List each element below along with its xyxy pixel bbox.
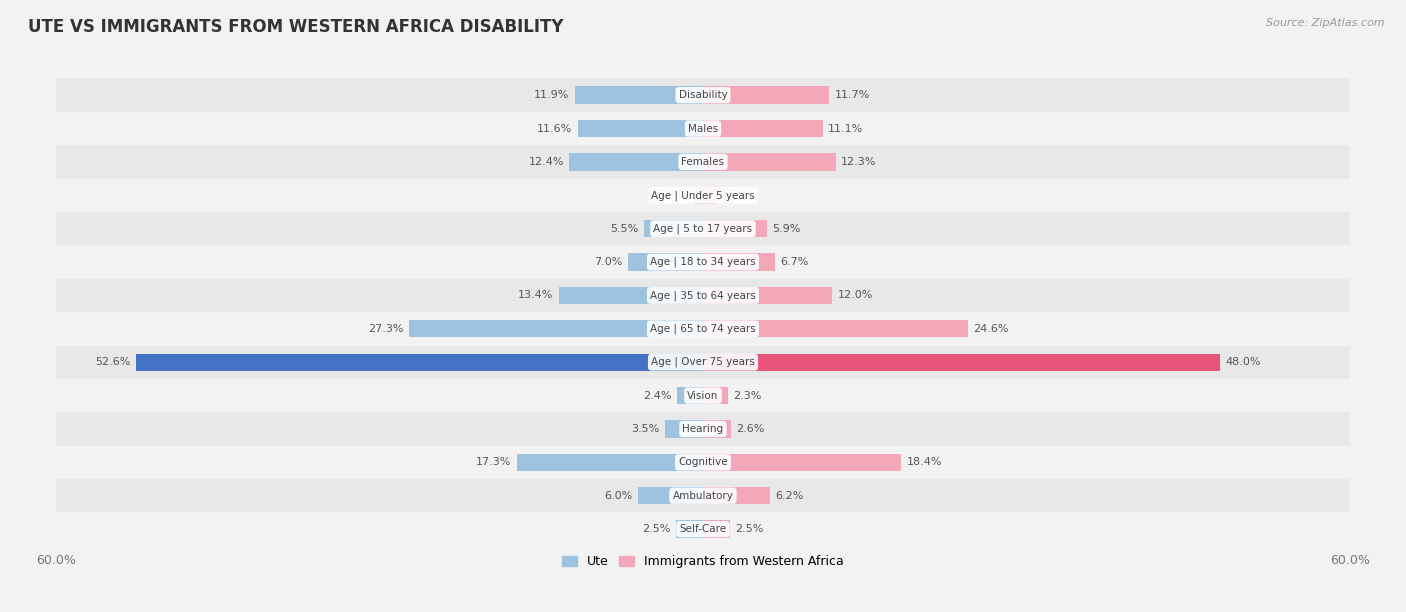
Bar (516, 453, 703, 471)
Text: 6.7%: 6.7% (780, 257, 808, 267)
Text: Ambulatory: Ambulatory (672, 491, 734, 501)
Bar (703, 520, 730, 538)
Text: 52.6%: 52.6% (96, 357, 131, 367)
Bar (56, 346, 1350, 379)
Bar (703, 220, 766, 237)
Bar (676, 520, 703, 538)
Bar (703, 487, 770, 504)
Text: Vision: Vision (688, 390, 718, 401)
Bar (56, 479, 1350, 512)
Text: Age | Over 75 years: Age | Over 75 years (651, 357, 755, 367)
Text: 27.3%: 27.3% (368, 324, 404, 334)
Bar (575, 86, 703, 104)
Text: Source: ZipAtlas.com: Source: ZipAtlas.com (1267, 18, 1385, 28)
Bar (56, 379, 1350, 412)
Text: 48.0%: 48.0% (1226, 357, 1261, 367)
Text: Hearing: Hearing (682, 424, 724, 434)
Bar (56, 112, 1350, 145)
Text: 5.5%: 5.5% (610, 223, 638, 234)
Bar (703, 253, 775, 271)
Text: Age | Under 5 years: Age | Under 5 years (651, 190, 755, 201)
Text: Self-Care: Self-Care (679, 524, 727, 534)
Text: 13.4%: 13.4% (517, 291, 553, 300)
Text: 11.1%: 11.1% (828, 124, 863, 133)
Bar (558, 287, 703, 304)
Text: 2.3%: 2.3% (733, 390, 762, 401)
Legend: Ute, Immigrants from Western Africa: Ute, Immigrants from Western Africa (557, 550, 849, 573)
Text: Age | 35 to 64 years: Age | 35 to 64 years (650, 290, 756, 300)
Bar (703, 86, 830, 104)
Bar (703, 287, 832, 304)
Text: 3.5%: 3.5% (631, 424, 659, 434)
Bar (56, 179, 1350, 212)
Text: 2.6%: 2.6% (737, 424, 765, 434)
Bar (56, 446, 1350, 479)
Text: Cognitive: Cognitive (678, 457, 728, 468)
Bar (638, 487, 703, 504)
Bar (703, 320, 969, 337)
Text: 11.9%: 11.9% (534, 90, 569, 100)
Text: Disability: Disability (679, 90, 727, 100)
Text: 18.4%: 18.4% (907, 457, 942, 468)
Bar (678, 387, 703, 405)
Text: 17.3%: 17.3% (475, 457, 512, 468)
Bar (569, 153, 703, 171)
Text: 24.6%: 24.6% (973, 324, 1010, 334)
Bar (56, 278, 1350, 312)
Text: 7.0%: 7.0% (593, 257, 621, 267)
Bar (56, 145, 1350, 179)
Bar (644, 220, 703, 237)
Text: 12.4%: 12.4% (529, 157, 564, 167)
Text: 11.6%: 11.6% (537, 124, 572, 133)
Text: 11.7%: 11.7% (835, 90, 870, 100)
Bar (665, 420, 703, 438)
Text: Age | 18 to 34 years: Age | 18 to 34 years (650, 257, 756, 267)
Text: Age | 65 to 74 years: Age | 65 to 74 years (650, 324, 756, 334)
Text: 6.2%: 6.2% (775, 491, 804, 501)
Text: 2.5%: 2.5% (643, 524, 671, 534)
Bar (578, 120, 703, 137)
Bar (703, 187, 716, 204)
Text: 2.5%: 2.5% (735, 524, 763, 534)
Bar (56, 412, 1350, 446)
Bar (56, 512, 1350, 546)
Bar (409, 320, 703, 337)
Text: Females: Females (682, 157, 724, 167)
Bar (56, 312, 1350, 346)
Text: 0.86%: 0.86% (652, 190, 689, 200)
Bar (703, 420, 731, 438)
Text: 12.0%: 12.0% (838, 291, 873, 300)
Text: 1.2%: 1.2% (721, 190, 749, 200)
Bar (56, 212, 1350, 245)
Bar (703, 387, 728, 405)
Text: Age | 5 to 17 years: Age | 5 to 17 years (654, 223, 752, 234)
Text: UTE VS IMMIGRANTS FROM WESTERN AFRICA DISABILITY: UTE VS IMMIGRANTS FROM WESTERN AFRICA DI… (28, 18, 564, 36)
Text: 6.0%: 6.0% (605, 491, 633, 501)
Bar (56, 78, 1350, 112)
Bar (56, 245, 1350, 278)
Bar (703, 153, 835, 171)
Text: Males: Males (688, 124, 718, 133)
Bar (703, 354, 1220, 371)
Bar (703, 120, 823, 137)
Bar (703, 453, 901, 471)
Bar (627, 253, 703, 271)
Bar (136, 354, 703, 371)
Text: 2.4%: 2.4% (643, 390, 672, 401)
Text: 12.3%: 12.3% (841, 157, 876, 167)
Text: 5.9%: 5.9% (772, 223, 800, 234)
Bar (693, 187, 703, 204)
